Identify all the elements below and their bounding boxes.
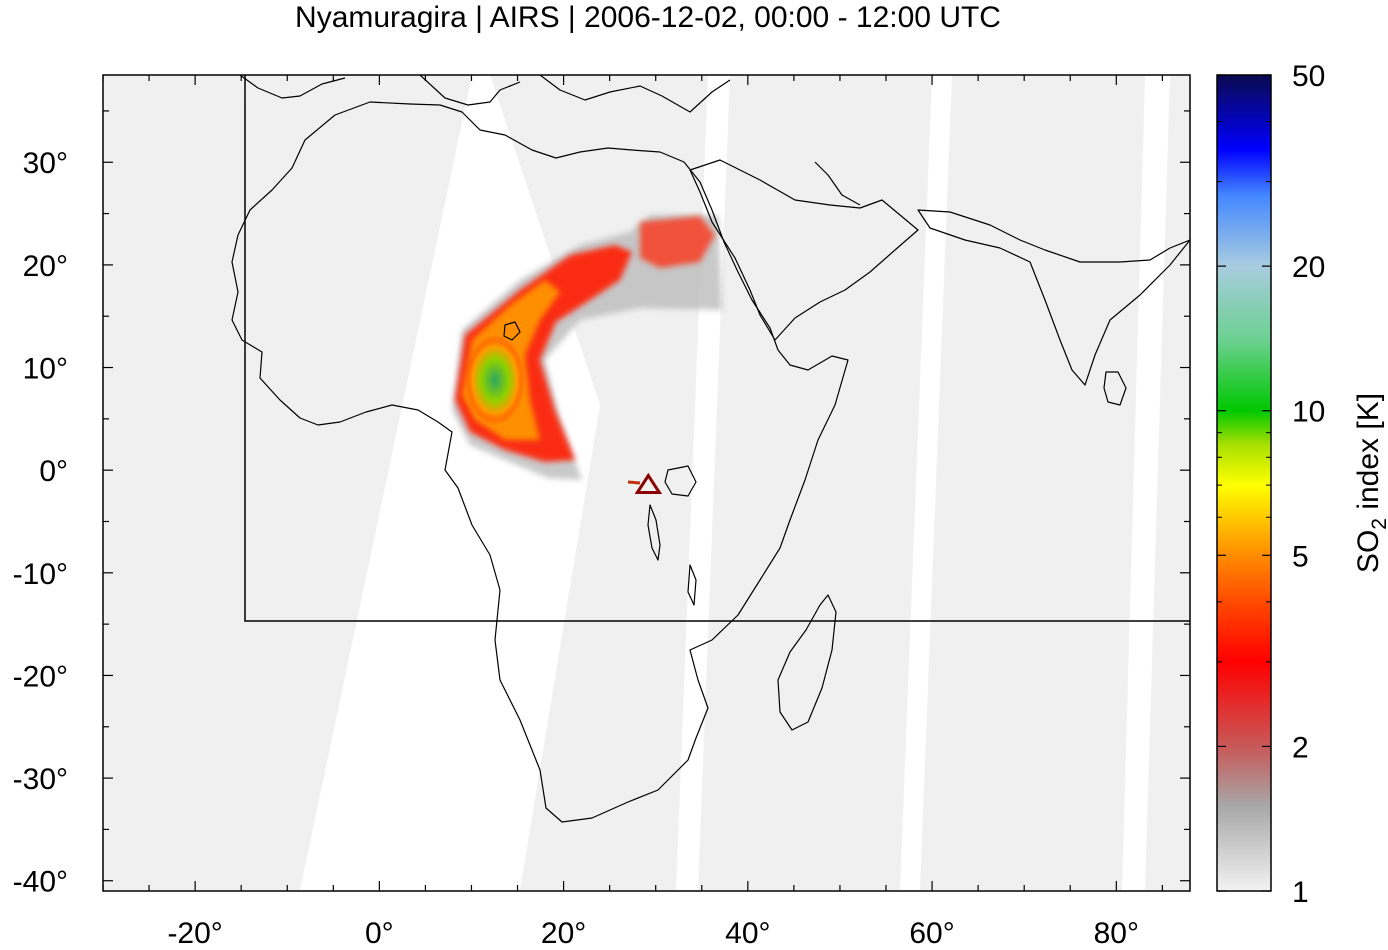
colorbar-tick-label: 50	[1292, 60, 1325, 93]
colorbar-tick-label: 20	[1292, 251, 1325, 284]
y-axis: 30° 20° 10° 0° -10° -20° -30° -40°	[13, 110, 1190, 899]
colorbar-ticks: 50 20 10 5 2 1	[1217, 60, 1325, 909]
x-tick-label: 60°	[909, 917, 954, 950]
plume-core	[465, 335, 525, 425]
madagascar-coastline	[777, 594, 837, 731]
y-tick-label: -20°	[13, 660, 68, 693]
colorbar-tick-label: 10	[1292, 396, 1325, 429]
colorbar-tick-label: 1	[1292, 876, 1309, 909]
lake-chad-coastline	[503, 321, 521, 341]
volcano-triangle-icon	[634, 472, 663, 495]
colorbar-tick-label: 5	[1292, 540, 1309, 573]
swath-band	[103, 75, 472, 890]
lake-victoria-coastline	[664, 465, 697, 497]
colorbar: 50 20 10 5 2 1 SO2 index [K]	[1216, 60, 1388, 909]
y-tick-label: 20°	[23, 250, 68, 283]
africa-coastline	[231, 101, 849, 823]
plot-frame	[102, 74, 1191, 892]
y-tick-label: -10°	[13, 558, 68, 591]
volcano-marker	[627, 472, 663, 495]
analysis-region-box	[244, 75, 1190, 622]
y-tick-label: -30°	[13, 763, 68, 796]
lake-malawi-coastline	[687, 564, 697, 606]
plume-red-north	[640, 216, 715, 268]
y-tick-label: -40°	[13, 866, 68, 899]
x-axis: -20° 0° 20° 40° 60° 80°	[102, 75, 1163, 950]
colorbar-label: SO2 index [K]	[1352, 393, 1388, 573]
x-tick-label: 40°	[725, 917, 770, 950]
india-coastline	[917, 209, 1190, 386]
colorbar-tick-label: 2	[1292, 731, 1309, 764]
satellite-swaths	[103, 75, 1190, 890]
arabia-coastline	[689, 159, 919, 341]
coastlines	[231, 75, 1190, 823]
y-tick-label: 0°	[39, 455, 68, 488]
x-tick-label: 0°	[365, 917, 394, 950]
lake-tanganyika-coastline	[647, 504, 661, 561]
europe-coastline	[239, 75, 731, 113]
volcano-trail	[627, 480, 641, 485]
sri-lanka-coastline	[1103, 371, 1127, 406]
colorbar-ramp	[1216, 74, 1272, 892]
plot-area	[103, 75, 1190, 891]
swath-band	[698, 75, 932, 890]
x-tick-label: 20°	[541, 917, 586, 950]
x-tick-label: -20°	[167, 917, 222, 950]
so2-plume	[452, 215, 722, 480]
arabia-gulf-coastline	[814, 161, 861, 206]
y-tick-label: 10°	[23, 353, 68, 386]
map-title: Nyamuragira | AIRS | 2006-12-02, 00:00 -…	[295, 1, 1001, 34]
y-tick-label: 30°	[23, 147, 68, 180]
x-tick-label: 80°	[1094, 917, 1139, 950]
swath-band	[1145, 75, 1190, 890]
swath-band	[920, 75, 1145, 890]
